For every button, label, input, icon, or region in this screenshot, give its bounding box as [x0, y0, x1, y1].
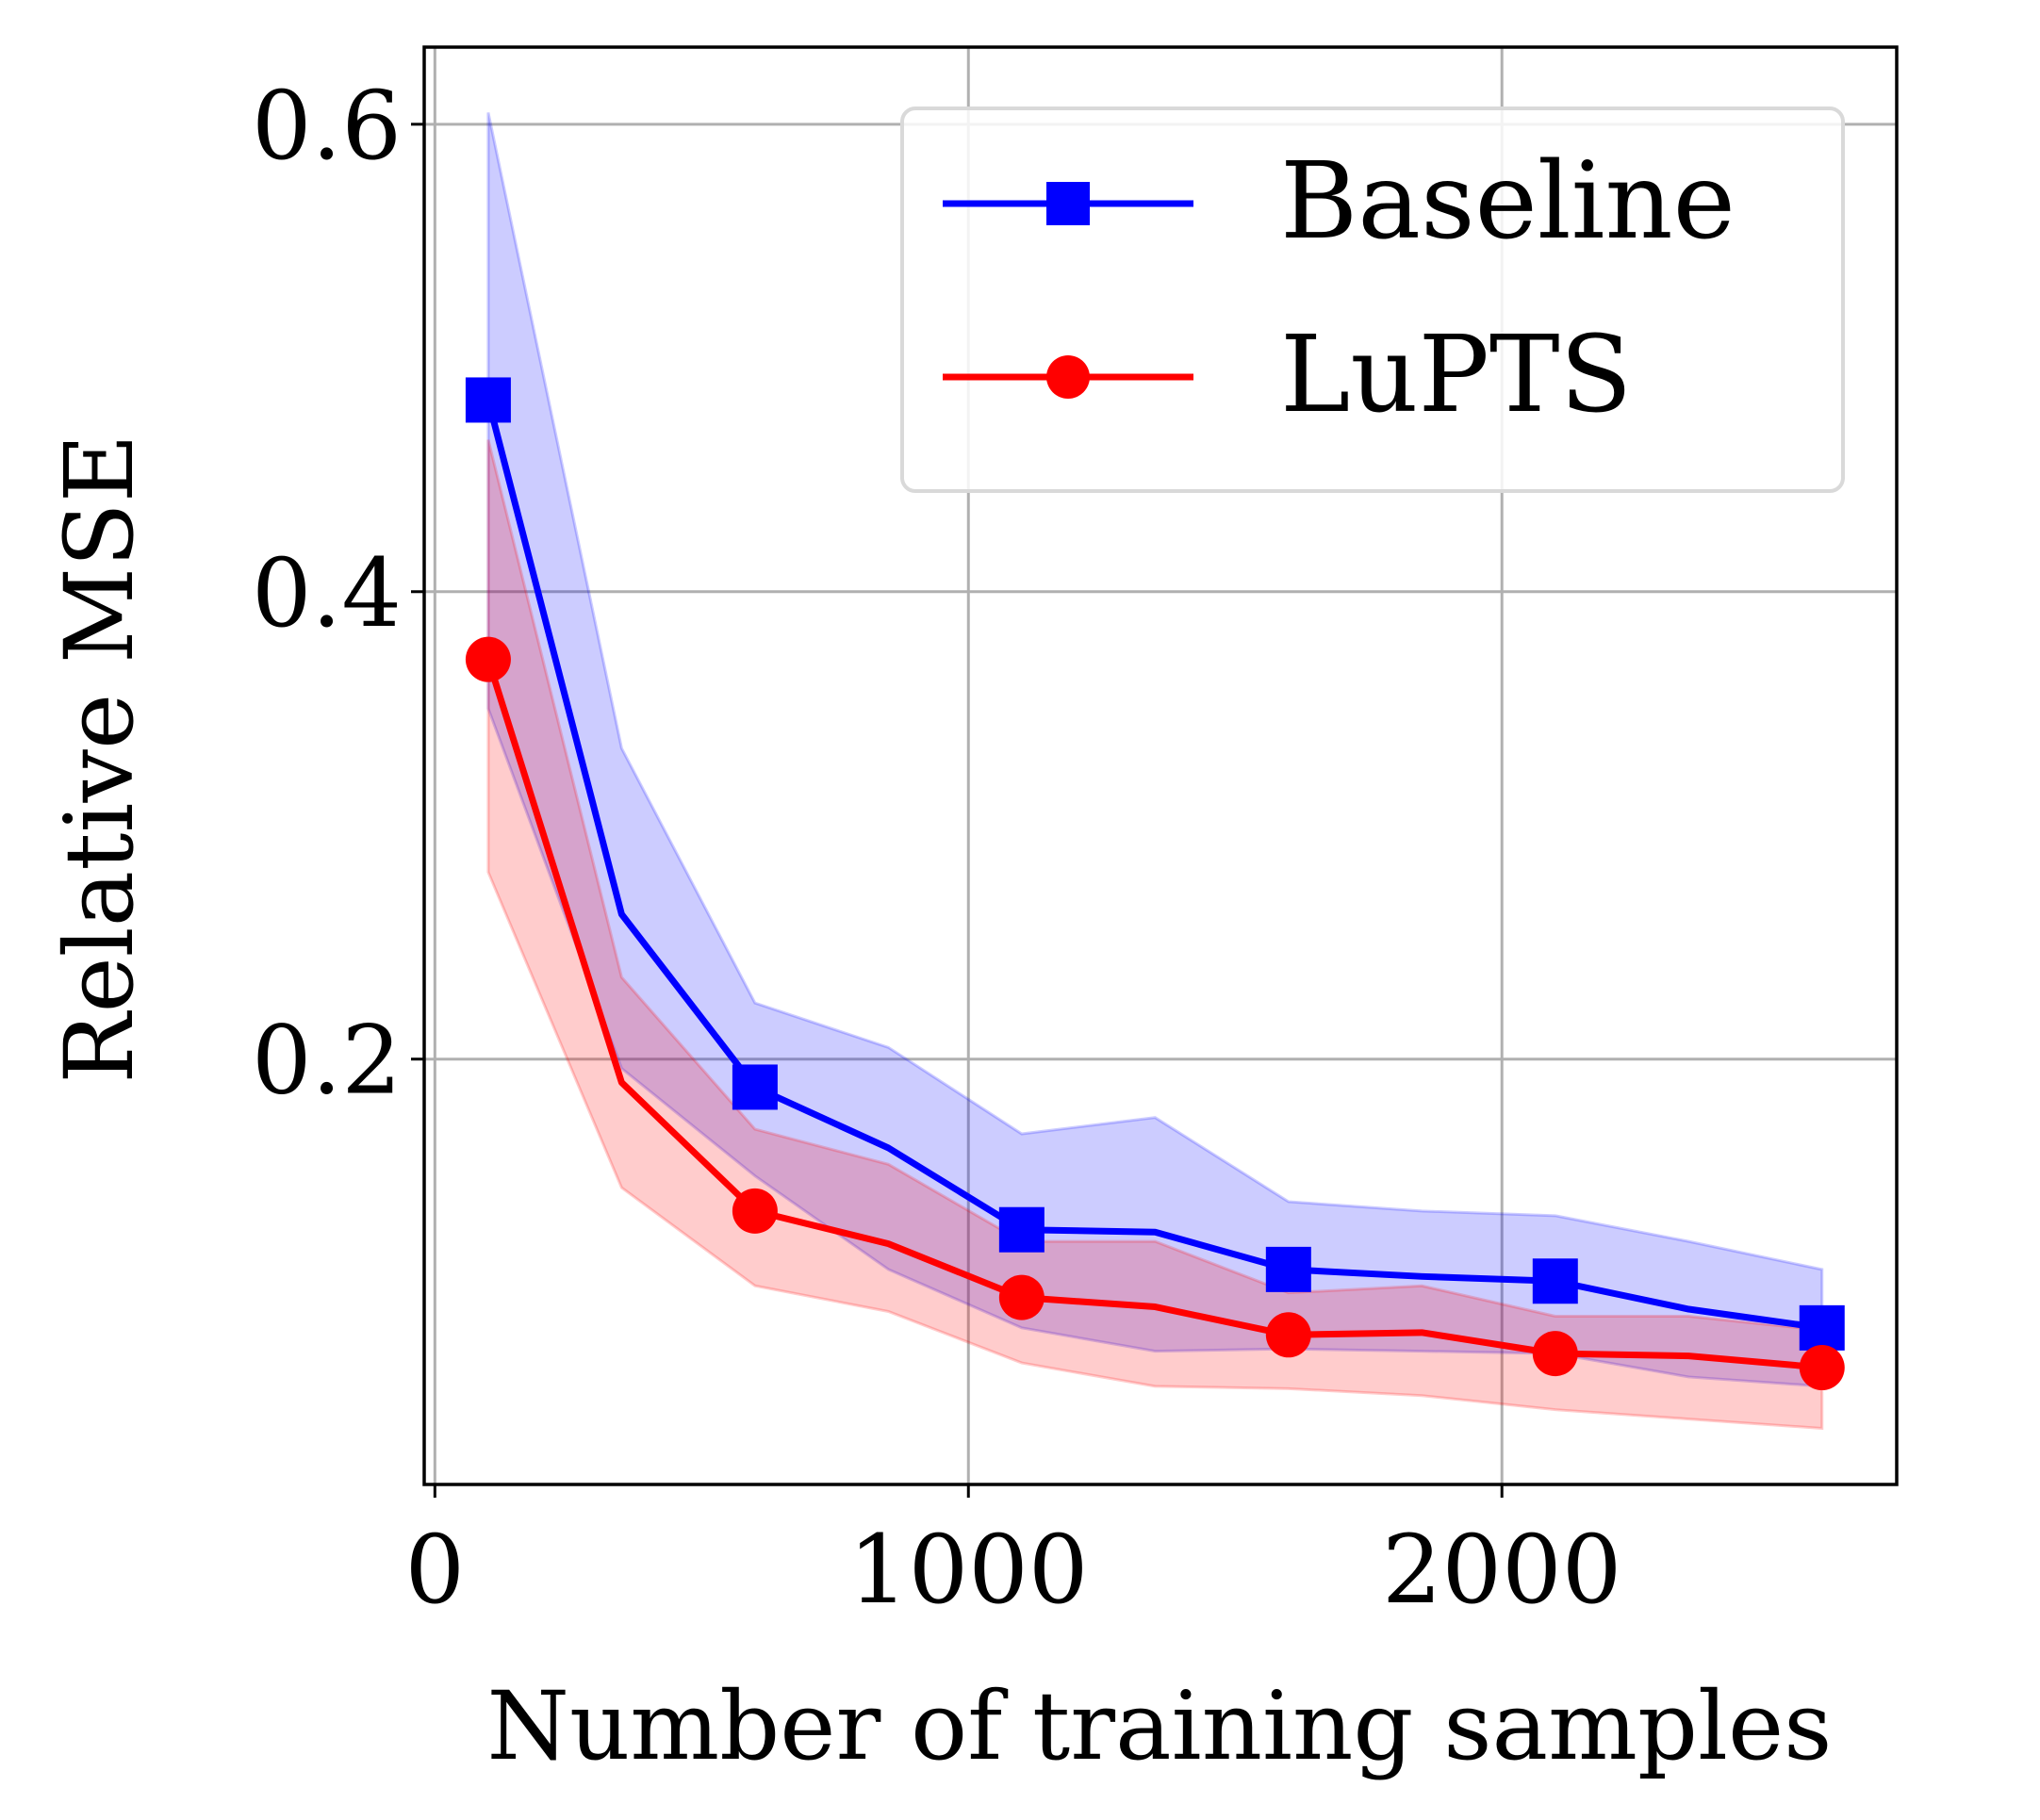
plot-frame	[422, 45, 1899, 1486]
y-tick-label: 0.2	[252, 1006, 402, 1116]
legend-lupts-marker	[1046, 355, 1090, 399]
baseline-line	[485, 399, 1823, 1332]
lupts-point	[998, 1274, 1045, 1320]
lupts-point	[1532, 1331, 1578, 1377]
baseline-point	[465, 377, 511, 423]
axis-ticks: 0 1000 2000 0.2 0.4 0.6	[252, 71, 1621, 1625]
x-tick-label: 2000	[1382, 1515, 1622, 1625]
x-axis-label: Number of training samples	[487, 1671, 1833, 1781]
lupts-band	[486, 439, 1824, 1431]
x-tick-label: 0	[405, 1515, 466, 1625]
series-lines	[485, 399, 1823, 1371]
lupts-point	[465, 636, 511, 682]
series-markers	[465, 377, 1845, 1391]
y-axis-label: Relative MSE	[44, 434, 155, 1084]
baseline-point	[732, 1064, 778, 1110]
legend: Baseline LuPTS	[900, 107, 1845, 493]
baseline-point	[1532, 1258, 1578, 1304]
legend-baseline-label: Baseline	[1280, 140, 1736, 263]
lupts-line	[485, 658, 1823, 1371]
baseline-point	[1265, 1246, 1311, 1292]
x-tick-label: 1000	[848, 1515, 1089, 1625]
baseline-point	[998, 1206, 1045, 1253]
lupts-point	[732, 1188, 778, 1234]
baseline-point	[1799, 1304, 1845, 1351]
lupts-point	[1265, 1312, 1311, 1358]
legend-baseline-marker	[1046, 182, 1090, 225]
y-tick-label: 0.4	[252, 538, 402, 648]
legend-lupts-label: LuPTS	[1280, 314, 1632, 436]
lupts-point	[1799, 1345, 1845, 1391]
y-tick-label: 0.6	[252, 71, 402, 181]
